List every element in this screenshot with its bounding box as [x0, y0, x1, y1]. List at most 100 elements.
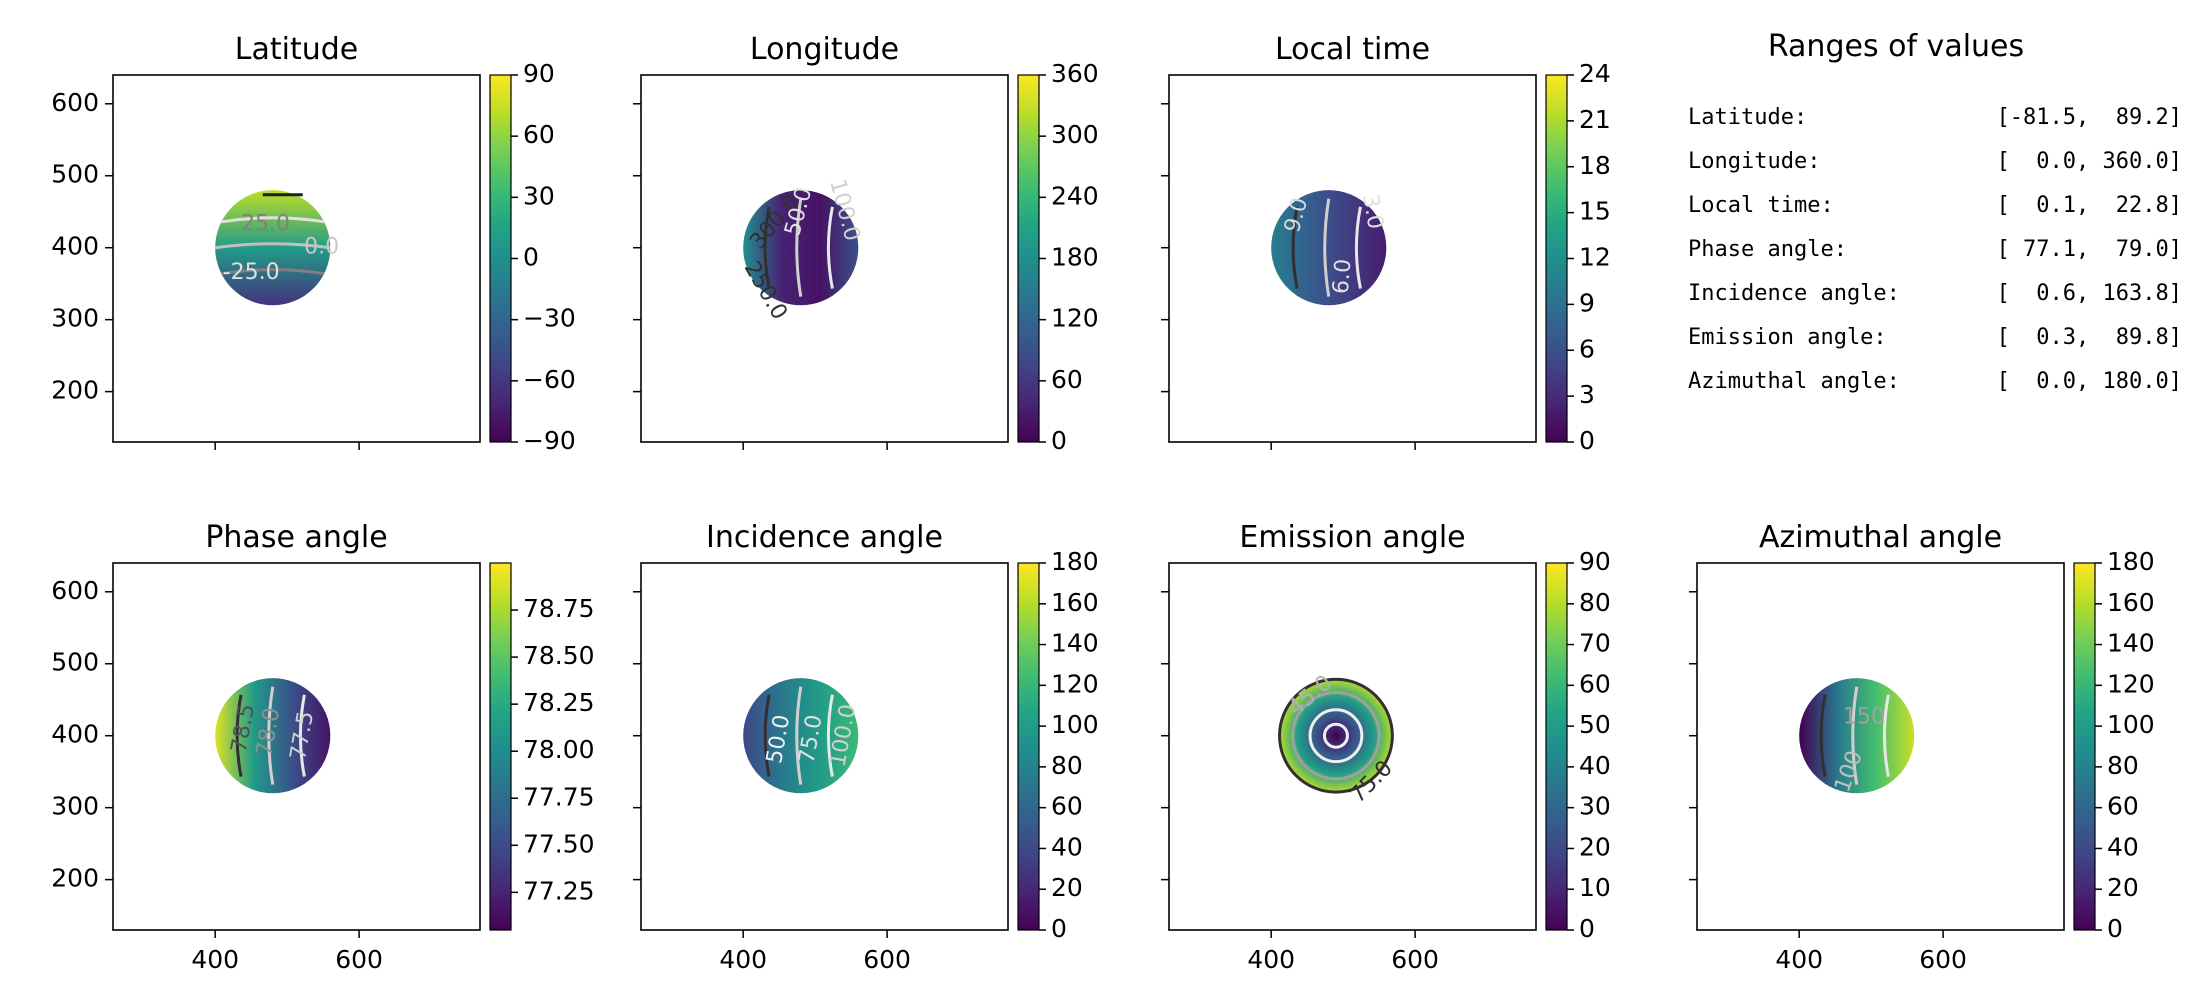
- contour-lines: [763, 198, 834, 297]
- colorbar-tick-label: 78.50: [523, 641, 595, 670]
- colorbar-tick-label: 40: [1051, 832, 1083, 861]
- x-tick-label: 600: [863, 945, 911, 974]
- colorbar-tick-label: 300: [1051, 120, 1099, 149]
- x-tick-label: 600: [1919, 945, 1967, 974]
- subplot-title: Incidence angle: [706, 520, 943, 555]
- range-value: [ 0.3, 89.8]: [1997, 325, 2182, 350]
- range-value: [ 77.1, 79.0]: [1997, 237, 2182, 262]
- colorbar-tick-label: 40: [1579, 751, 1611, 780]
- subplot-title: Emission angle: [1239, 520, 1465, 555]
- colorbar-tick-label: 0: [1579, 914, 1595, 943]
- range-label: Longitude:: [1688, 149, 1820, 174]
- colorbar-tick-label: 60: [523, 120, 555, 149]
- contour-lines: [1291, 198, 1362, 297]
- colorbar-tick-label: 0: [1579, 426, 1595, 455]
- colorbar-tick-label: 140: [2107, 629, 2155, 658]
- colorbar: [1017, 562, 1040, 931]
- colorbar-tick-label: 180: [1051, 547, 1099, 576]
- colorbar-tick-label: 12: [1579, 243, 1611, 272]
- colorbar-tick-label: 30: [1579, 792, 1611, 821]
- x-tick-label: 400: [719, 945, 767, 974]
- colorbar: [489, 74, 512, 443]
- colorbar-tick-label: 100: [1051, 710, 1099, 739]
- contour-label: 150: [1843, 705, 1885, 730]
- colorbar-tick-label: 50: [1579, 710, 1611, 739]
- y-tick-label: 400: [51, 232, 99, 261]
- colorbar-tick-label: 80: [1051, 751, 1083, 780]
- contour-lines: [235, 686, 306, 785]
- contour-lines: [763, 686, 834, 785]
- colorbar-tick-label: 78.75: [523, 594, 595, 623]
- colorbar-tick-label: 360: [1051, 59, 1099, 88]
- colorbar-tick-label: 40: [2107, 832, 2139, 861]
- colorbar-tick-label: 6: [1579, 334, 1595, 363]
- subplot-title: Azimuthal angle: [1759, 520, 2002, 555]
- colorbar-tick-label: 78.25: [523, 688, 595, 717]
- colorbar-tick-label: 0: [523, 243, 539, 272]
- colorbar-tick-label: 100: [2107, 710, 2155, 739]
- contour-label: 0.0: [304, 235, 339, 260]
- subplot-title: Local time: [1275, 32, 1430, 67]
- colorbar-tick-label: 180: [2107, 547, 2155, 576]
- axes-frame: [640, 74, 1009, 443]
- x-tick-label: 400: [191, 945, 239, 974]
- y-tick-label: 200: [51, 864, 99, 893]
- colorbar-tick-label: 24: [1579, 59, 1611, 88]
- ranges-panel: Ranges of values Latitude: [-81.5, 89.2] L…: [1688, 29, 2182, 394]
- colorbar-tick-label: −90: [523, 426, 576, 455]
- range-value: [ 0.0, 180.0]: [1997, 369, 2182, 394]
- range-label: Emission angle:: [1688, 325, 1887, 350]
- colorbar-tick-label: 60: [2107, 792, 2139, 821]
- colorbar-tick-label: 0: [1051, 914, 1067, 943]
- colorbar: [2073, 562, 2096, 931]
- colorbar-tick-label: 20: [2107, 873, 2139, 902]
- axes-frame: [112, 74, 481, 443]
- y-tick-label: 200: [51, 376, 99, 405]
- colorbar-tick-label: 90: [523, 59, 555, 88]
- contour-label: 3.0: [1357, 192, 1388, 231]
- colorbar-tick-label: 10: [1579, 873, 1611, 902]
- colorbar-tick-label: 90: [1579, 547, 1611, 576]
- range-label: Phase angle:: [1688, 237, 1847, 262]
- range-label: Incidence angle:: [1688, 281, 1900, 306]
- contour-lines: [1278, 677, 1394, 794]
- colorbar-tick-label: 180: [1051, 243, 1099, 272]
- subplot-title: Longitude: [750, 32, 899, 67]
- colorbar-tick-label: 60: [1051, 792, 1083, 821]
- subplot-title: Phase angle: [205, 520, 387, 555]
- planet-disk: [1278, 678, 1394, 794]
- colorbar-tick-label: 77.50: [523, 829, 595, 858]
- x-tick-label: 400: [1247, 945, 1295, 974]
- range-value: [ 0.1, 22.8]: [1997, 193, 2182, 218]
- colorbar: [1545, 74, 1568, 443]
- colorbar-tick-label: 30: [523, 181, 555, 210]
- axes-frame: [640, 562, 1009, 931]
- subplot-0: Latitude25.00.0-25.020030040050060090603…: [51, 32, 575, 455]
- colorbar-tick-label: 160: [2107, 588, 2155, 617]
- x-tick-label: 600: [1391, 945, 1439, 974]
- colorbar-tick-label: 240: [1051, 181, 1099, 210]
- colorbar-tick-label: 60: [1051, 365, 1083, 394]
- subplot-title: Latitude: [235, 32, 358, 67]
- colorbar-tick-label: −60: [523, 365, 576, 394]
- axes-frame: [1168, 74, 1537, 443]
- ranges-title: Ranges of values: [1768, 29, 2024, 64]
- y-tick-label: 600: [51, 88, 99, 117]
- y-tick-label: 300: [51, 304, 99, 333]
- colorbar-tick-label: 20: [1579, 832, 1611, 861]
- contour-lines: [1819, 686, 1890, 785]
- range-label: Latitude:: [1688, 105, 1807, 130]
- contour-lines: [214, 193, 331, 276]
- colorbar-tick-label: 60: [1579, 669, 1611, 698]
- range-label: Azimuthal angle:: [1688, 369, 1900, 394]
- x-tick-label: 600: [335, 945, 383, 974]
- y-tick-label: 500: [51, 160, 99, 189]
- axes-frame: [1696, 562, 2065, 931]
- contour-label: 25.0: [241, 212, 290, 237]
- y-tick-label: 400: [51, 720, 99, 749]
- x-tick-label: 400: [1775, 945, 1823, 974]
